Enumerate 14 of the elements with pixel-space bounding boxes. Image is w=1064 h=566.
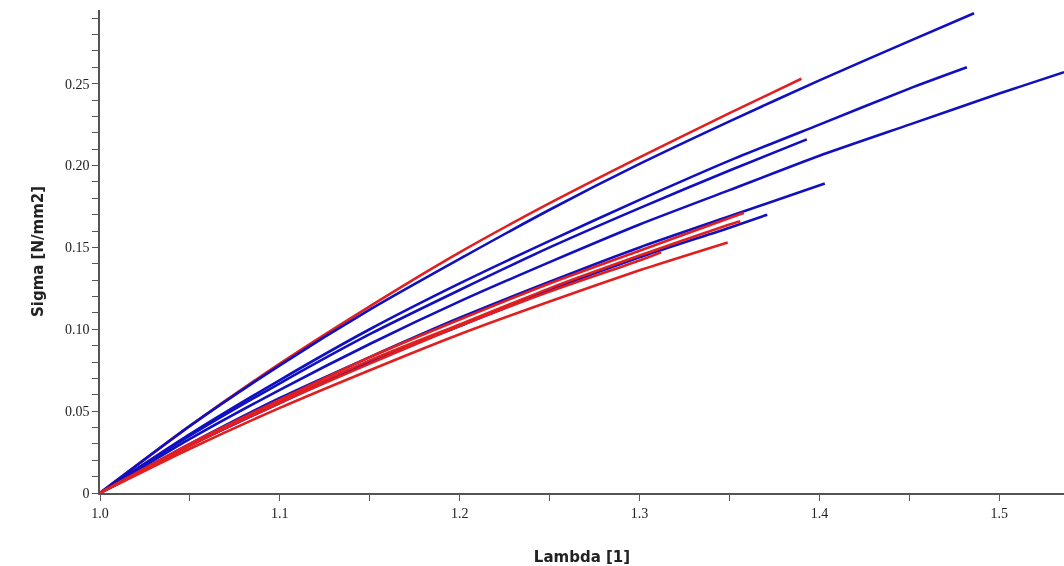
y-tick-label: 0 — [82, 485, 90, 501]
y-tick-label: 0.05 — [64, 404, 90, 420]
x-tick-label: 1.0 — [91, 505, 109, 521]
x-tick-label: 1.2 — [450, 505, 469, 521]
x-axis-title: Lambda [1] — [533, 548, 631, 566]
y-tick-label: 0.20 — [64, 158, 90, 174]
x-tick-label: 1.3 — [630, 505, 649, 521]
x-tick-label: 1.5 — [990, 505, 1008, 521]
y-tick-label: 0.25 — [64, 76, 90, 92]
y-tick-label: 0.15 — [64, 240, 90, 256]
x-tick-label: 1.4 — [810, 505, 829, 521]
y-tick-label: 0.10 — [64, 322, 90, 338]
y-axis-title: Sigma [N/mm2] — [28, 185, 47, 318]
x-tick-label: 1.1 — [271, 505, 289, 521]
